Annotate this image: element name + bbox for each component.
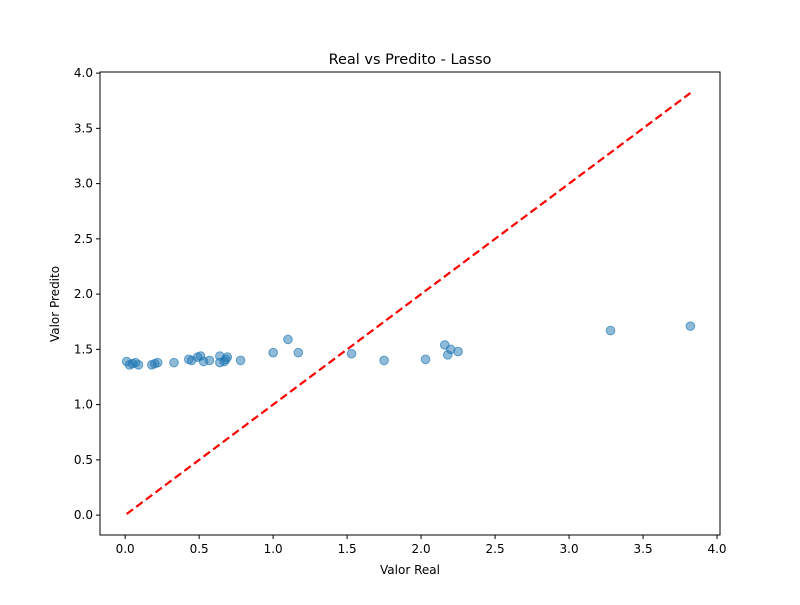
data-point — [169, 357, 179, 368]
chart-title: Real vs Predito - Lasso — [329, 52, 492, 68]
plot-area — [99, 71, 721, 536]
x-tick-label: 2.5 — [486, 542, 505, 556]
x-tick-label: 3.5 — [634, 542, 653, 556]
data-point — [133, 360, 144, 370]
y-tick-label: 3.5 — [74, 121, 93, 135]
y-tick-label: 1.5 — [74, 342, 93, 356]
x-tick-label: 0.0 — [116, 542, 135, 556]
data-point — [293, 347, 304, 358]
x-tick-label: 4.0 — [707, 542, 726, 556]
x-tick-label: 1.0 — [264, 542, 283, 556]
data-point — [605, 325, 616, 336]
x-tick-label: 3.0 — [560, 542, 579, 556]
x-tick-label: 0.5 — [190, 542, 209, 556]
x-tick-label: 2.0 — [412, 542, 431, 556]
data-point — [222, 352, 233, 362]
y-tick-label: 2.0 — [74, 287, 93, 301]
x-tick-label: 1.5 — [338, 542, 357, 556]
y-tick-label: 0.5 — [74, 453, 93, 467]
y-tick-label: 3.0 — [74, 177, 93, 191]
y-tick-label: 0.0 — [74, 508, 93, 522]
reference-line — [125, 92, 692, 515]
x-axis-label: Valor Real — [380, 563, 440, 577]
y-tick-label: 4.0 — [74, 66, 93, 80]
data-point — [685, 321, 696, 331]
axis-ticks: 0.0 0.5 1.0 1.5 2.0 2.5 3.0 3.5 4.0 0.0 0.5 1.0 1.5 2… — [74, 66, 727, 556]
data-point — [346, 348, 357, 359]
axes-frame — [99, 71, 721, 536]
data-point — [152, 357, 163, 368]
data-point — [379, 355, 389, 366]
data-point — [268, 347, 278, 358]
data-point — [453, 346, 463, 357]
y-tick-label: 2.5 — [74, 232, 93, 246]
data-point — [283, 334, 293, 345]
y-tick-label: 1.0 — [74, 398, 93, 412]
y-axis-label: Valor Predito — [48, 266, 62, 342]
data-point — [204, 355, 215, 366]
data-point — [420, 354, 431, 365]
data-point — [235, 355, 246, 366]
